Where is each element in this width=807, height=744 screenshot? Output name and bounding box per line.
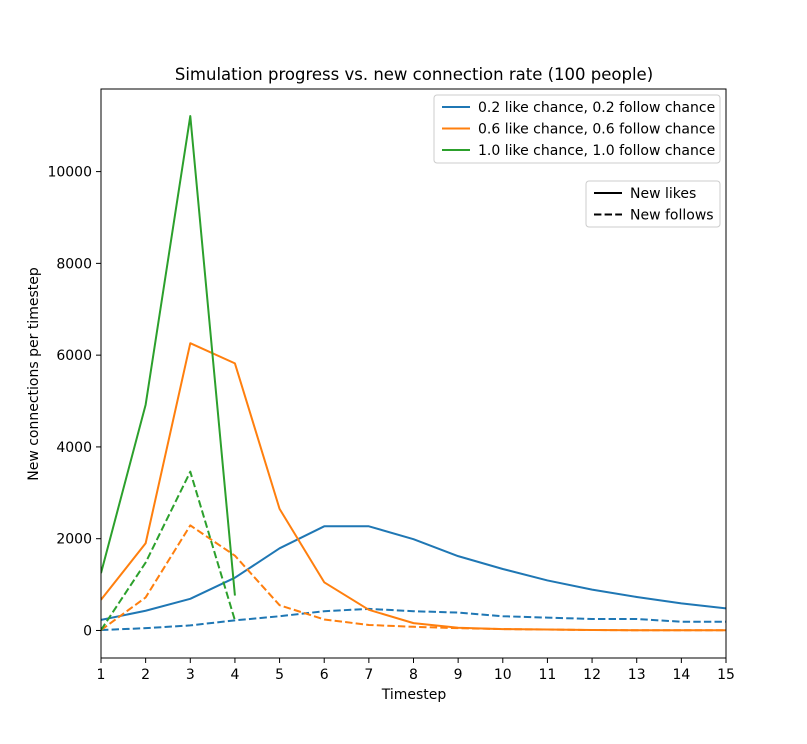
x-tick-label: 8 <box>409 667 418 683</box>
x-tick-label: 15 <box>717 667 735 683</box>
series-legend: 0.2 like chance, 0.2 follow chance 0.6 li… <box>433 94 721 164</box>
x-tick-label: 14 <box>672 667 690 683</box>
chart-title: Simulation progress vs. new connection r… <box>175 65 653 84</box>
style-legend: New likes New follows <box>585 180 721 228</box>
x-axis-label: Timestep <box>381 687 447 703</box>
series-lines <box>101 115 726 632</box>
x-tick-label: 13 <box>628 667 646 683</box>
y-tick-label: 10000 <box>47 165 92 181</box>
y-tick-label: 0 <box>83 623 92 639</box>
legend-label-follows: New follows <box>630 208 714 224</box>
legend-label-series-3: 1.0 like chance, 1.0 follow chance <box>478 143 715 159</box>
x-tick-label: 7 <box>364 667 373 683</box>
x-tick-label: 4 <box>230 667 239 683</box>
plot-area: 1 2 3 4 5 6 7 8 9 10 11 12 13 14 150200040006000800010… <box>47 88 735 683</box>
series-3-likes-line <box>101 115 236 596</box>
legend-label-series-1: 0.2 like chance, 0.2 follow chance <box>478 100 715 116</box>
y-tick-label: 6000 <box>56 348 92 364</box>
x-tick-label: 1 <box>97 667 106 683</box>
x-tick-label: 5 <box>275 667 284 683</box>
x-tick-label: 2 <box>141 667 150 683</box>
series-1-likes-line <box>101 525 726 621</box>
x-tick-label: 10 <box>494 667 512 683</box>
series-2-follows-line <box>101 524 726 632</box>
series-1-follows-line <box>101 607 726 632</box>
y-tick-label: 2000 <box>56 532 92 548</box>
x-tick-label: 11 <box>539 667 557 683</box>
series-legend-box <box>433 94 721 164</box>
x-tick-label: 6 <box>320 667 329 683</box>
y-axis-label: New connections per timestep <box>26 267 42 481</box>
x-tick-label: 9 <box>454 667 463 683</box>
x-tick-label: 3 <box>186 667 195 683</box>
legend-label-series-2: 0.6 like chance, 0.6 follow chance <box>478 122 715 138</box>
y-tick-label: 4000 <box>56 440 92 456</box>
series-3-follows-line <box>101 470 236 631</box>
legend-label-likes: New likes <box>630 186 696 202</box>
y-tick-label: 8000 <box>56 256 92 272</box>
x-tick-label: 12 <box>583 667 601 683</box>
